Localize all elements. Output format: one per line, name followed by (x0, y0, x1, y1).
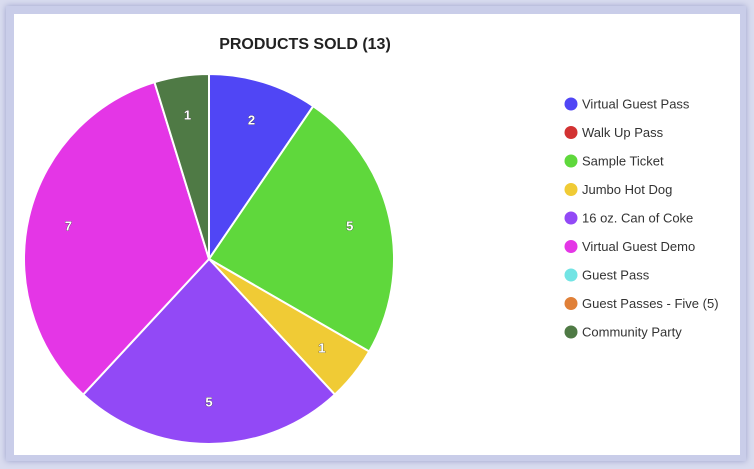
legend-marker (564, 325, 578, 339)
legend-marker (564, 97, 578, 111)
legend-label: Guest Pass (582, 267, 650, 282)
legend-marker (564, 126, 578, 139)
pie-slice (23, 80, 211, 397)
pie-slice (207, 104, 395, 353)
chart-title: PRODUCTS SOLD (13) (219, 36, 391, 53)
data-label: 5 (205, 395, 212, 410)
legend-marker (564, 211, 578, 225)
pie-slice (153, 72, 210, 260)
legend-marker (564, 240, 578, 253)
legend-label: Virtual Guest Pass (582, 96, 690, 111)
data-label: 1 (318, 340, 325, 355)
legend-label: Virtual Guest Demo (582, 239, 695, 254)
legend-label: Community Party (582, 324, 682, 339)
legend-marker (564, 268, 578, 282)
legend-label: Sample Ticket (582, 153, 664, 168)
data-label: 2 (248, 113, 255, 128)
pie-slice (208, 72, 315, 263)
data-label: 7 (65, 218, 72, 233)
legend-marker (564, 183, 578, 196)
pie-slice (81, 257, 337, 445)
legend-label: Guest Passes - Five (5) (582, 296, 719, 311)
data-label: 1 (184, 108, 191, 123)
legend-label: 16 oz. Can of Coke (582, 210, 693, 225)
legend-marker (564, 297, 578, 310)
legend-label: Jumbo Hot Dog (582, 182, 672, 197)
legend-marker (564, 154, 578, 168)
data-label: 5 (346, 218, 353, 233)
legend-label: Walk Up Pass (582, 125, 664, 140)
